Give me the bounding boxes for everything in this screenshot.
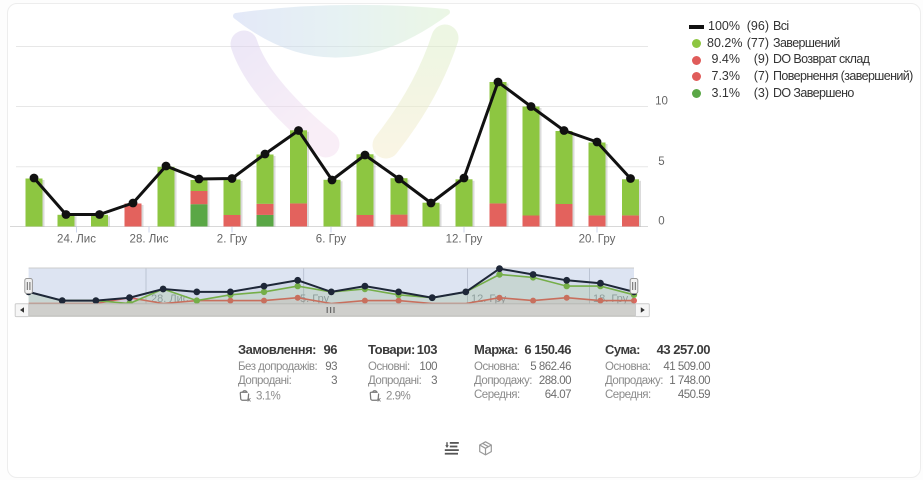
- svg-text:10: 10: [655, 96, 668, 108]
- svg-text:5: 5: [658, 156, 664, 168]
- svg-text:28. Лис: 28. Лис: [130, 234, 169, 246]
- svg-text:0: 0: [658, 216, 664, 228]
- svg-text:6. Гру: 6. Гру: [316, 234, 347, 246]
- svg-text:x: x: [247, 397, 251, 402]
- svg-text:x: x: [377, 397, 381, 402]
- svg-text:24. Лис: 24. Лис: [57, 234, 96, 246]
- svg-text:12. Гру: 12. Гру: [446, 234, 483, 246]
- svg-text:2. Гру: 2. Гру: [217, 234, 248, 246]
- svg-text:20. Гру: 20. Гру: [579, 234, 616, 246]
